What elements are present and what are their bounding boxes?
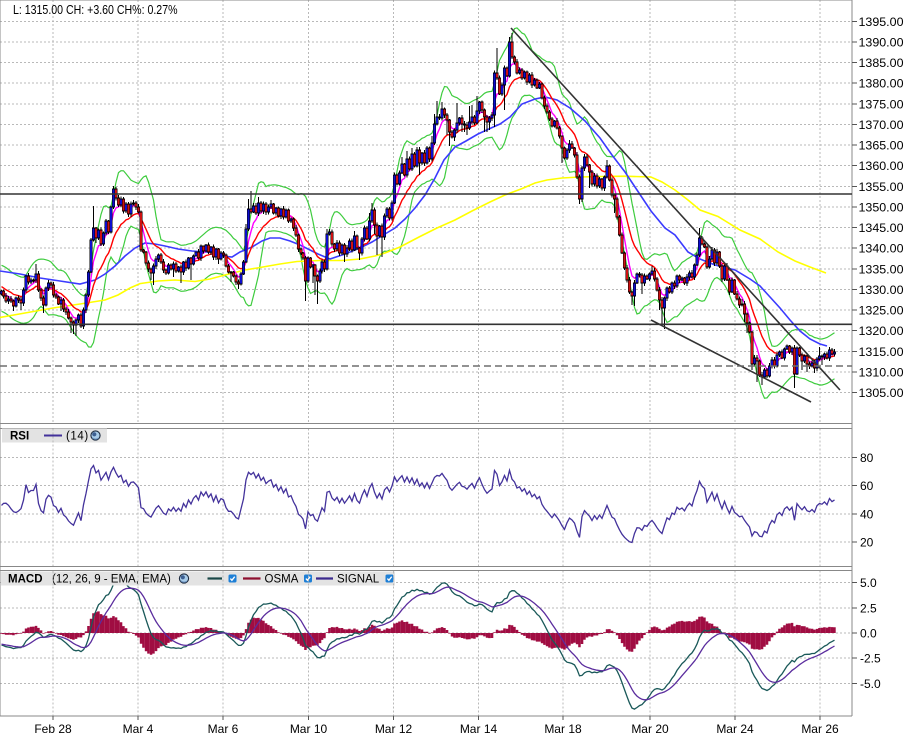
- svg-text:60: 60: [860, 479, 874, 493]
- svg-text:1340.00: 1340.00: [859, 242, 904, 256]
- svg-text:Mar 6: Mar 6: [208, 722, 239, 736]
- svg-text:1310.00: 1310.00: [859, 365, 904, 379]
- svg-text:1390.00: 1390.00: [859, 36, 904, 50]
- svg-text:1350.00: 1350.00: [859, 200, 904, 214]
- svg-text:1395.00: 1395.00: [859, 15, 904, 29]
- svg-text:1320.00: 1320.00: [859, 324, 904, 338]
- svg-text:80: 80: [860, 451, 874, 465]
- svg-text:Mar 24: Mar 24: [716, 722, 754, 736]
- svg-text:RSI: RSI: [10, 431, 29, 443]
- svg-text:MACD: MACD: [8, 574, 43, 586]
- svg-text:1370.00: 1370.00: [859, 118, 904, 132]
- svg-text:1305.00: 1305.00: [859, 386, 904, 400]
- svg-text:Mar 26: Mar 26: [801, 722, 839, 736]
- svg-text:-2.5: -2.5: [860, 652, 881, 666]
- svg-text:(14): (14): [66, 431, 89, 443]
- svg-text:(12, 26, 9 - EMA, EMA): (12, 26, 9 - EMA, EMA): [52, 574, 171, 586]
- svg-text:1380.00: 1380.00: [859, 77, 904, 91]
- svg-text:Mar 10: Mar 10: [290, 722, 328, 736]
- svg-text:Mar 12: Mar 12: [375, 722, 413, 736]
- svg-text:1325.00: 1325.00: [859, 304, 904, 318]
- svg-text:Mar 14: Mar 14: [460, 722, 498, 736]
- svg-text:1385.00: 1385.00: [859, 56, 904, 70]
- svg-text:40: 40: [860, 507, 874, 521]
- svg-text:SIGNAL: SIGNAL: [337, 574, 380, 586]
- svg-text:L: 1315.00 CH: +3.60 CH%: 0.27: L: 1315.00 CH: +3.60 CH%: 0.27%: [13, 3, 178, 17]
- svg-text:1360.00: 1360.00: [859, 159, 904, 173]
- svg-text:1345.00: 1345.00: [859, 221, 904, 235]
- svg-text:Mar 4: Mar 4: [123, 722, 154, 736]
- svg-text:5.0: 5.0: [860, 576, 877, 590]
- svg-text:-5.0: -5.0: [860, 677, 881, 691]
- svg-text:Mar 20: Mar 20: [631, 722, 669, 736]
- svg-text:1355.00: 1355.00: [859, 180, 904, 194]
- svg-text:1365.00: 1365.00: [859, 139, 904, 153]
- svg-text:0.0: 0.0: [860, 627, 877, 641]
- svg-text:OSMA: OSMA: [265, 574, 299, 586]
- svg-text:2.5: 2.5: [860, 601, 877, 615]
- svg-text:20: 20: [860, 536, 874, 550]
- svg-text:1375.00: 1375.00: [859, 97, 904, 111]
- svg-text:Mar 18: Mar 18: [544, 722, 582, 736]
- svg-text:1330.00: 1330.00: [859, 283, 904, 297]
- svg-text:1315.00: 1315.00: [859, 345, 904, 359]
- svg-text:Feb 28: Feb 28: [34, 722, 72, 736]
- svg-text:1335.00: 1335.00: [859, 262, 904, 276]
